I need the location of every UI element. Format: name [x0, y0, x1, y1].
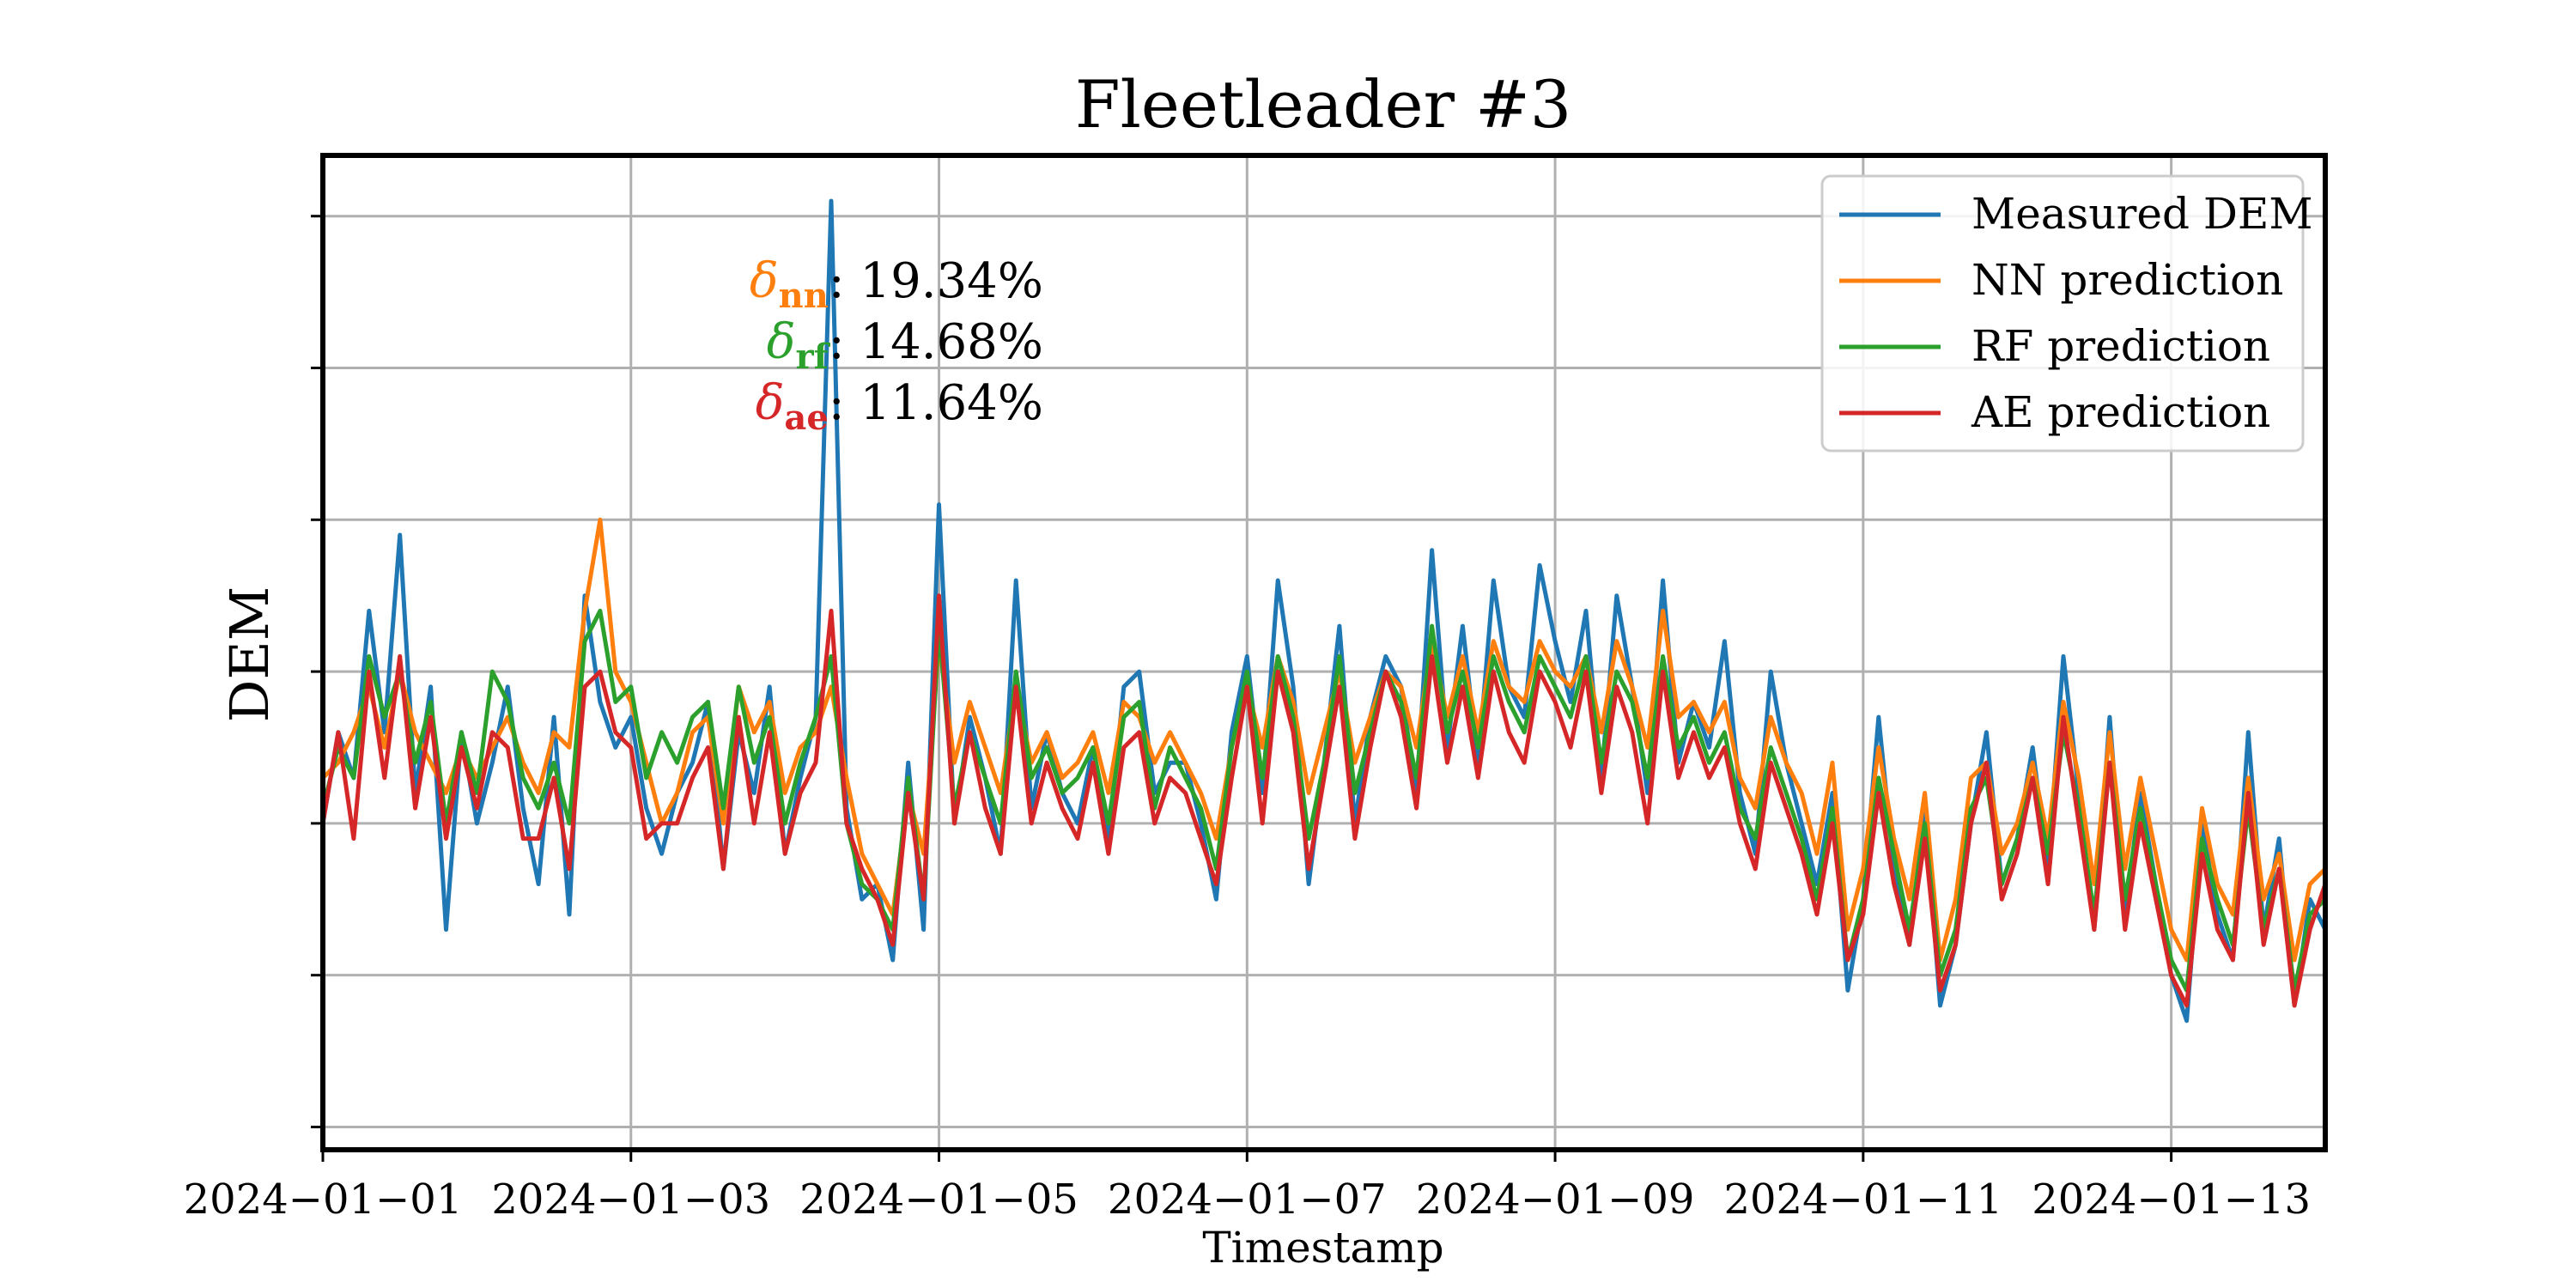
chart-title: Fleetleader #3 — [1075, 66, 1571, 143]
legend-label: Measured DEM — [1971, 189, 2313, 239]
legend-label: NN prediction — [1971, 255, 2283, 305]
x-ticks: 2024−01−01 2024−01−03 2024−01−05 2024−01−07… — [184, 1150, 2311, 1224]
x-tick-label: 2024−01−01 — [184, 1176, 463, 1224]
error-annotation-row: δrf: 14.68% — [767, 314, 1043, 377]
series-line-ae-prediction — [323, 593, 2325, 1008]
x-tick-label: 2024−01−11 — [1723, 1176, 2002, 1224]
series-lines — [323, 198, 2325, 1024]
error-annotation-row: δae: 11.64% — [756, 375, 1043, 438]
x-tick-label: 2024−01−09 — [1416, 1176, 1695, 1224]
error-annotation: δnn: 19.34%δrf: 14.68%δae: 11.64% — [750, 253, 1043, 438]
legend-box — [1820, 174, 2305, 453]
legend-label: AE prediction — [1971, 387, 2270, 437]
x-axis-label: Timestamp — [1202, 1223, 1443, 1273]
y-axis-label: DEM — [218, 586, 281, 722]
legend-label: RF prediction — [1971, 321, 2270, 371]
x-tick-label: 2024−01−07 — [1108, 1176, 1387, 1224]
error-annotation-row: δnn: 19.34% — [750, 253, 1043, 316]
x-tick-label: 2024−01−03 — [491, 1176, 770, 1224]
legend: Measured DEM NN prediction RF prediction AE… — [1820, 174, 2313, 453]
x-tick-label: 2024−01−05 — [799, 1176, 1078, 1224]
x-tick-label: 2024−01−13 — [2032, 1176, 2311, 1224]
plot-frame — [320, 153, 2328, 1152]
y-ticks — [311, 215, 323, 1128]
